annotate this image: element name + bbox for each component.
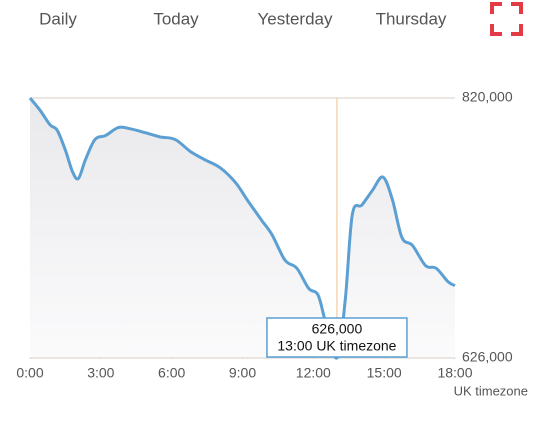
x-tick-label: 18:00 [437, 365, 472, 381]
x-tick-label: 9:00 [229, 365, 256, 381]
x-tick-label: 15:00 [367, 365, 402, 381]
x-axis-label: UK timezone [454, 383, 528, 398]
x-tick-label: 3:00 [87, 365, 114, 381]
tab[interactable]: Today [153, 9, 199, 28]
area [30, 98, 455, 359]
tooltip-box [266, 317, 408, 358]
fullscreen-button[interactable] [490, 2, 523, 36]
x-tick-label: 6:00 [158, 365, 185, 381]
x-tick-label: 12:00 [296, 365, 331, 381]
tab[interactable]: Thursday [376, 9, 447, 28]
y-tick-label: 820,000 [462, 89, 513, 105]
tooltip-value: 626,000 [312, 321, 363, 337]
y-tick-label: 626,000 [462, 349, 513, 365]
tab[interactable]: Yesterday [258, 9, 333, 28]
x-tick-label: 0:00 [16, 365, 43, 381]
line [28, 97, 456, 360]
tab[interactable]: Daily [39, 9, 77, 28]
tooltip-time: 13:00 UK timezone [277, 338, 396, 354]
